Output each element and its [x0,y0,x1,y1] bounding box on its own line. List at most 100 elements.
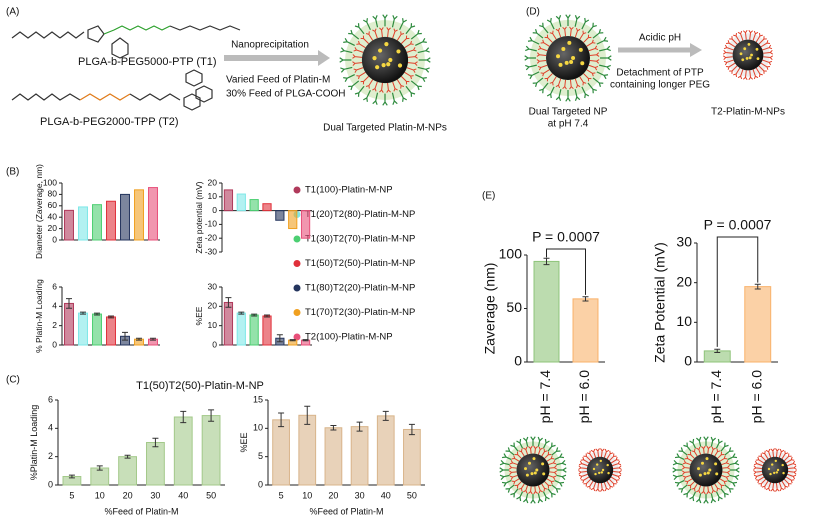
np-ligand [399,90,407,102]
np-ligand [748,29,754,40]
np-drug [747,43,751,46]
np-drug [739,52,743,56]
np-ligand [715,438,723,449]
structure-label: PLGA-b-PEG2000-TPP (T2) [40,116,179,128]
y-axis-label: %EE [194,306,204,325]
np-ligand [724,484,734,493]
np-ligand [595,448,600,457]
error-bar [68,474,75,479]
np-ligand [706,445,711,454]
np-ligand [579,76,587,86]
np-ligand [551,447,561,456]
np-ligand [755,67,763,78]
error-bar [714,348,721,353]
np-drug [594,472,597,476]
y-tick-label: 10 [208,191,218,201]
y-axis-label: %Platin-M Loading [29,405,39,481]
legend-marker [293,235,301,243]
bar [324,427,343,486]
x-tick-label: pH = 6.0 [576,370,592,424]
np-ligand [753,473,763,480]
np-drug [767,467,771,471]
np-ligand [678,447,688,456]
np-drug [571,56,576,60]
np-ligand [613,470,622,475]
product-label: Dual Targeted Platin-M-NPs [323,123,447,134]
error-bar [356,421,363,432]
np-ligand [770,483,775,492]
np-ligand [717,451,725,459]
np-ligand [727,453,738,461]
np-ligand [574,15,581,27]
error-bar [276,334,283,343]
np-ligand [600,448,605,457]
np-ligand [406,47,417,53]
np-drug [748,56,752,60]
error-bar [302,339,309,342]
np-ligand [758,65,767,74]
np-ligand [405,85,416,97]
np-ligand [737,30,744,41]
bar [120,193,130,241]
np-ligand [781,450,789,460]
bar [744,286,772,363]
np-ligand [528,445,533,454]
np-drug [756,57,760,61]
y-tick-label: 30 [208,281,218,291]
error-bar [96,465,103,471]
np-ligand [775,448,780,457]
np-ligand [599,45,611,52]
np-ligand [610,476,620,484]
legend-label: T1(20)T2(80)-Platin-M-NP [305,209,415,220]
np-ligand [762,44,773,51]
np-ligand [569,79,574,90]
x-tick-label: 30 [150,490,160,500]
np-ligand [400,35,410,45]
np-ligand [684,478,693,485]
np-ligand [511,455,520,462]
np-ligand [710,436,717,447]
y-axis-label: Zeta potential (mV) [194,181,204,253]
np-drug [535,468,539,472]
np-ligand [542,491,550,502]
np-drug [697,467,701,471]
p-value: P = 0.0007 [704,217,772,233]
np-ligand [687,451,695,459]
np-ligand [586,480,594,490]
x-tick-label: 50 [206,490,216,500]
np-ligand [537,45,548,52]
np-ligand [554,453,565,461]
error-bar [251,313,258,317]
np-ligand [516,491,524,502]
np-ligand [562,79,567,90]
legend-label: T1(50)T2(50)-Platin-M-NP [305,258,415,269]
np-ligand [579,30,587,40]
np-ligand [600,55,612,61]
np-ligand [703,436,709,446]
np-ligand [778,448,785,458]
np-ligand [353,67,364,73]
y-tick-label: -30 [205,246,218,256]
np-label: Dual Targeted NP [529,107,608,118]
nanoparticle [339,14,431,106]
np-ligand [603,448,610,458]
np-ligand [714,448,721,457]
x-tick-label: pH = 6.0 [748,370,764,424]
nanoparticle [499,436,567,504]
x-tick-label: 40 [178,490,188,500]
np-ligand [546,86,555,99]
np-ligand [410,29,422,40]
np-ligand [549,76,557,86]
legend-label: T1(80)T2(20)-Platin-M-NP [305,283,415,294]
error-bar [94,312,100,316]
np-ligand [379,27,384,38]
np-ligand [695,436,702,447]
structure-label: PLGA-b-PEG5000-PTP (T1) [78,56,217,68]
np-ligand [406,67,417,73]
np-core [516,453,550,487]
np-ligand [753,465,762,470]
bar [78,206,88,241]
np-ligand [544,481,552,489]
np-ligand [788,465,797,470]
np-ligand [581,17,590,30]
